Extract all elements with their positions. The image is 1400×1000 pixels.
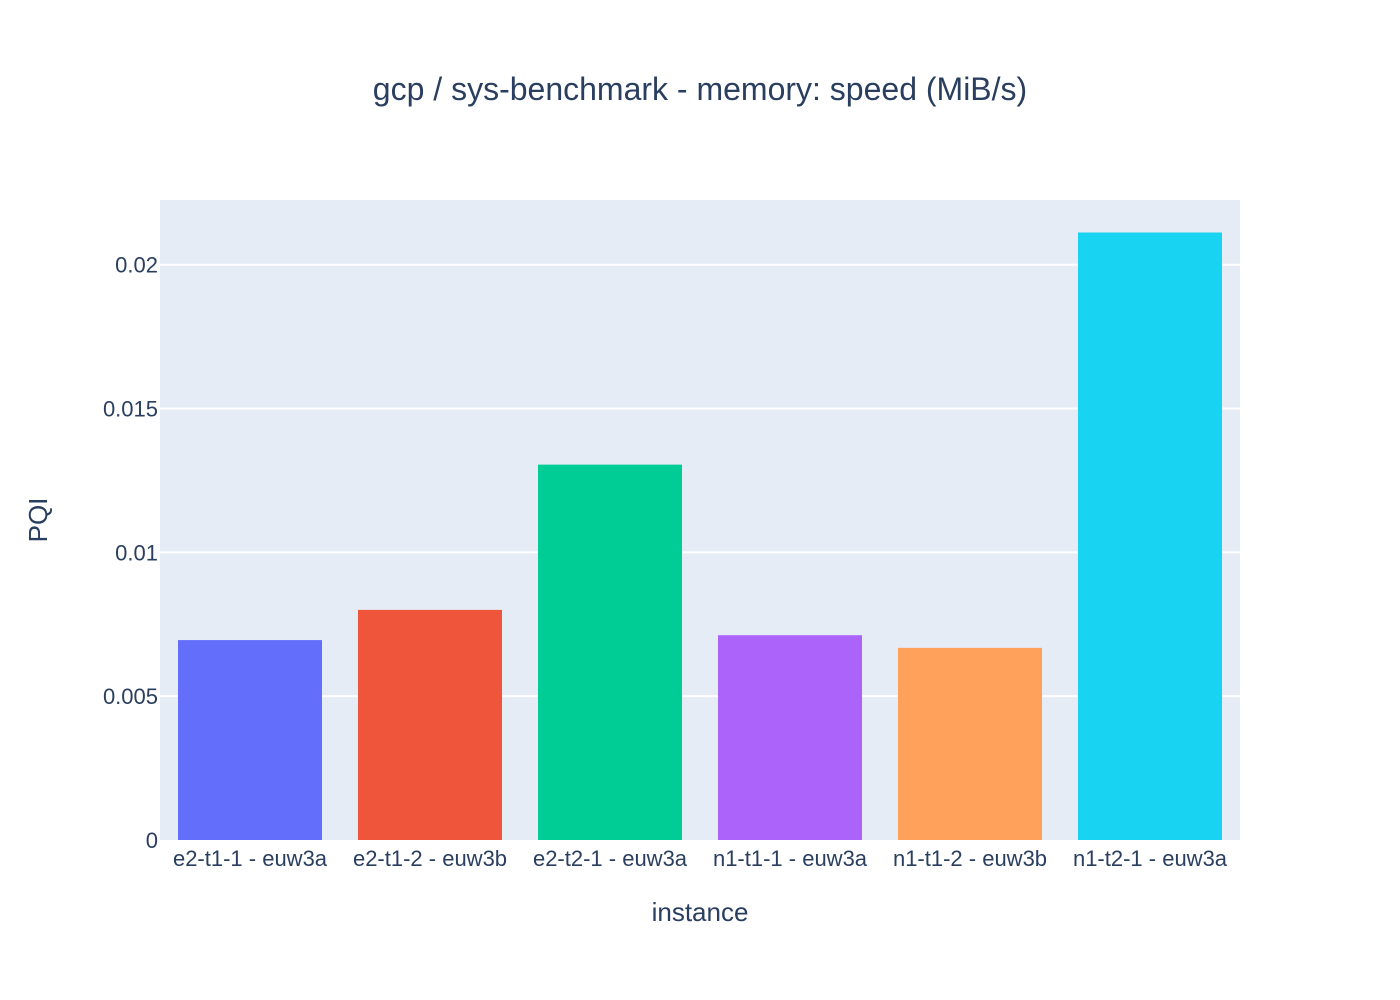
plot-area [160,200,1240,840]
bar[interactable] [538,464,682,840]
x-tick-label: n1-t1-1 - euw3a [713,846,868,871]
gridlines [160,263,1240,698]
y-tick-label: 0.015 [103,397,158,422]
y-tick-label: 0.02 [115,253,158,278]
y-tick-label: 0.01 [115,540,158,565]
x-tick-label: e2-t2-1 - euw3a [533,846,688,871]
bar[interactable] [898,647,1042,840]
bar[interactable] [718,635,862,840]
bar[interactable] [358,609,502,840]
x-axis-ticks: e2-t1-1 - euw3a e2-t1-2 - euw3b e2-t2-1 - … [173,846,1228,871]
x-tick-label: e2-t1-2 - euw3b [353,846,507,871]
bar[interactable] [1078,232,1222,841]
x-tick-label: n1-t2-1 - euw3a [1073,846,1228,871]
y-axis-title: PQI [23,498,53,543]
y-tick-label: 0 [146,828,158,853]
bar[interactable] [178,640,322,840]
chart-title: gcp / sys-benchmark - memory: speed (MiB… [373,71,1027,107]
y-tick-label: 0.005 [103,684,158,709]
x-axis-title: instance [652,897,749,927]
y-axis-ticks: 0 0.005 0.01 0.015 0.02 [103,253,158,853]
x-tick-label: e2-t1-1 - euw3a [173,846,328,871]
x-tick-label: n1-t1-2 - euw3b [893,846,1047,871]
bars [178,232,1222,841]
